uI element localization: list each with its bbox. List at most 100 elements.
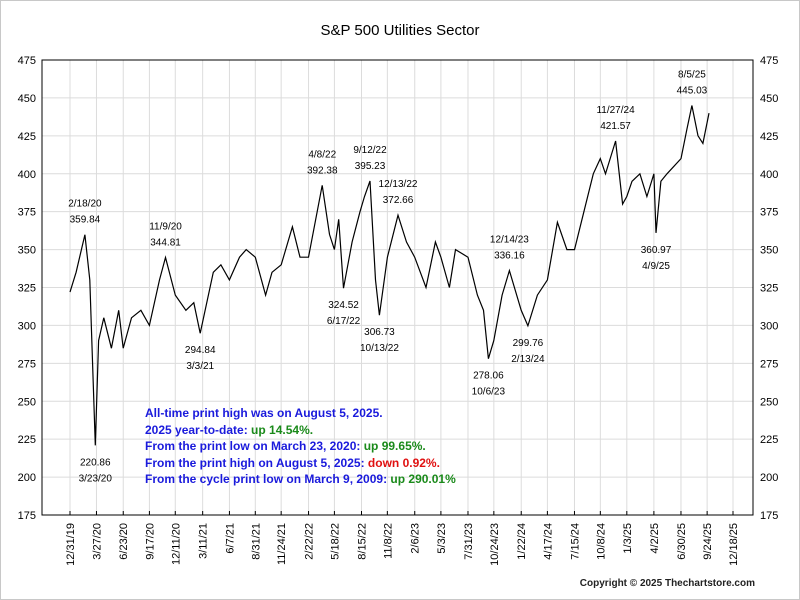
- y-tick-label-left: 450: [18, 93, 36, 105]
- y-tick-label-right: 200: [760, 472, 778, 484]
- annotation-date: 3/23/20: [79, 473, 113, 484]
- y-tick-label-left: 275: [18, 358, 36, 370]
- annotation-value: 372.66: [383, 195, 414, 206]
- x-tick-label: 2/22/22: [304, 523, 316, 560]
- x-tick-label: 7/31/23: [463, 523, 475, 560]
- annotation-value: 306.73: [364, 327, 395, 338]
- x-tick-label: 1/3/25: [622, 523, 634, 554]
- y-tick-label-right: 225: [760, 434, 778, 446]
- info-box: All-time print high was on August 5, 202…: [145, 405, 456, 488]
- annotation-value: 445.03: [677, 85, 708, 96]
- y-tick-label-right: 250: [760, 396, 778, 408]
- y-tick-label-right: 375: [760, 207, 778, 219]
- annotation-date: 2/18/20: [68, 199, 102, 210]
- info-text: From the cycle print low on March 9, 200…: [145, 472, 391, 486]
- y-tick-label-right: 300: [760, 320, 778, 332]
- copyright: Copyright © 2025 Thechartstore.com: [579, 578, 755, 589]
- info-text: 2025 year-to-date:: [145, 422, 252, 437]
- y-tick-label-right: 450: [760, 93, 778, 105]
- x-tick-label: 12/11/20: [170, 523, 182, 565]
- annotation-date: 6/17/22: [327, 316, 361, 327]
- annotation-date: 12/13/22: [379, 179, 418, 190]
- x-tick-label: 3/27/20: [91, 523, 103, 560]
- y-tick-label-right: 275: [760, 358, 778, 370]
- y-tick-label-right: 350: [760, 245, 778, 257]
- annotation-value: 392.38: [307, 165, 338, 176]
- info-value-up: up 99.65%.: [363, 439, 426, 453]
- annotation-date: 10/13/22: [360, 343, 399, 354]
- info-line: From the print high on August 5, 2025: d…: [145, 455, 456, 472]
- info-value-up: up 290.01%: [390, 472, 456, 486]
- y-tick-label-left: 250: [18, 396, 36, 408]
- annotation-date: 12/14/23: [490, 235, 529, 246]
- annotation-value: 299.76: [513, 338, 544, 349]
- x-tick-label: 3/11/21: [198, 523, 210, 559]
- annotation-value: 360.97: [641, 245, 672, 256]
- x-tick-label: 4/2/25: [649, 523, 661, 554]
- x-tick-label: 7/15/24: [569, 523, 581, 560]
- x-tick-label: 9/24/25: [702, 523, 714, 560]
- info-text: From the print high on August 5, 2025:: [145, 455, 368, 470]
- plot-border: [41, 59, 754, 516]
- price-line: [69, 105, 710, 446]
- x-tick-label: 5/18/22: [329, 523, 341, 560]
- y-tick-label-left: 350: [18, 245, 36, 257]
- y-tick-label-right: 175: [760, 510, 778, 522]
- x-tick-label: 11/8/22: [382, 523, 394, 559]
- info-line: From the print low on March 23, 2020: up…: [145, 438, 456, 455]
- x-tick-label: 10/24/23: [489, 523, 501, 566]
- x-tick-label: 11/24/21: [276, 523, 288, 565]
- x-tick-label: 12/31/19: [65, 523, 77, 566]
- y-tick-label-left: 300: [18, 320, 36, 332]
- annotation-value: 421.57: [600, 121, 631, 132]
- y-tick-label-left: 200: [18, 472, 36, 484]
- y-tick-label-right: 325: [760, 283, 778, 295]
- y-tick-label-right: 425: [760, 131, 778, 143]
- annotation-value: 294.84: [185, 345, 216, 356]
- y-tick-label-left: 225: [18, 434, 36, 446]
- annotation-date: 8/5/25: [678, 69, 706, 80]
- annotation-value: 278.06: [473, 371, 504, 382]
- info-text: From the print low on March 23, 2020:: [145, 439, 364, 453]
- y-tick-label-left: 475: [18, 55, 36, 67]
- info-line: From the cycle print low on March 9, 200…: [145, 471, 456, 488]
- info-line: 2025 year-to-date: up 14.54%.: [145, 422, 456, 439]
- x-tick-label: 6/30/25: [676, 523, 688, 560]
- y-tick-label-left: 325: [18, 283, 36, 295]
- x-tick-label: 4/17/24: [542, 523, 554, 560]
- annotation-date: 4/8/22: [308, 149, 336, 160]
- info-line: All-time print high was on August 5, 202…: [145, 406, 383, 420]
- y-tick-label-left: 400: [18, 169, 36, 181]
- annotation-value: 336.16: [494, 251, 525, 262]
- x-tick-label: 8/15/22: [356, 523, 368, 560]
- annotation-date: 10/6/23: [472, 387, 506, 398]
- info-value-up: up 14.54%.: [251, 422, 314, 437]
- annotation-value: 344.81: [150, 237, 181, 248]
- x-tick-label: 2/6/23: [410, 523, 422, 554]
- annotation-date: 2/13/24: [511, 354, 545, 365]
- x-tick-label: 8/31/21: [250, 523, 262, 560]
- x-tick-label: 10/8/24: [595, 523, 607, 560]
- chart-title: S&P 500 Utilities Sector: [321, 22, 480, 39]
- info-value-down: down 0.92%.: [367, 455, 440, 470]
- y-tick-label-left: 425: [18, 131, 36, 143]
- x-tick-label: 5/3/23: [436, 523, 448, 554]
- annotation-value: 359.84: [70, 215, 101, 226]
- annotation-value: 324.52: [328, 300, 359, 311]
- y-tick-label-right: 400: [760, 169, 778, 181]
- x-tick-label: 1/22/24: [516, 523, 528, 560]
- y-tick-label-right: 475: [760, 55, 778, 67]
- x-tick-label: 6/23/20: [118, 523, 130, 560]
- annotation-date: 9/12/22: [353, 145, 387, 156]
- x-tick-label: 9/17/20: [144, 523, 156, 560]
- annotation-date: 11/27/24: [596, 105, 635, 116]
- y-tick-label-left: 375: [18, 207, 36, 219]
- y-tick-label-left: 175: [18, 510, 36, 522]
- annotation-date: 11/9/20: [149, 221, 182, 232]
- annotation-value: 220.86: [80, 457, 111, 468]
- x-tick-label: 6/7/21: [224, 523, 236, 554]
- annotation-date: 4/9/25: [642, 261, 670, 272]
- annotation-date: 3/3/21: [186, 361, 214, 372]
- x-tick-label: 12/18/25: [728, 523, 740, 566]
